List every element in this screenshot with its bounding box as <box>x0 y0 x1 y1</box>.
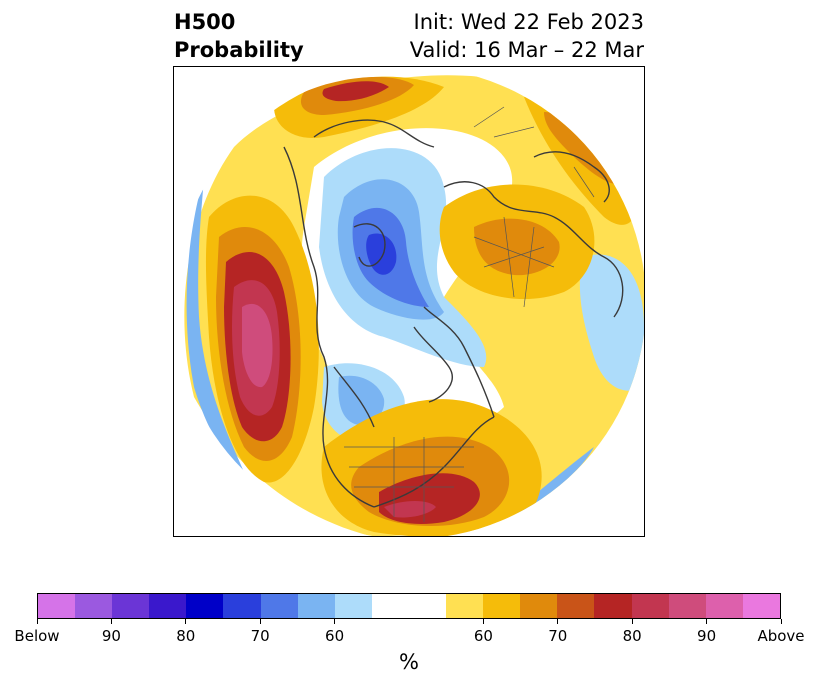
colorbar-tick-label: 70 <box>548 627 568 645</box>
above-pacific-pink <box>242 303 273 388</box>
colorbar-segment <box>483 594 521 618</box>
colorbar-segment <box>705 594 743 618</box>
colorbar-tick-mark <box>557 619 559 624</box>
title-left: H500 Probability <box>174 8 304 64</box>
colorbar-segment <box>260 594 298 618</box>
title-variable: H500 <box>174 10 236 34</box>
colorbar-segment <box>297 594 335 618</box>
colorbar-segment <box>112 594 150 618</box>
colorbar-tick-label: 60 <box>325 627 345 645</box>
colorbar-tick-mark <box>259 619 261 624</box>
valid-range: Valid: 16 Mar – 22 Mar <box>409 38 644 62</box>
colorbar-tick-label: 90 <box>101 627 121 645</box>
colorbar-tick-mark <box>631 619 633 624</box>
colorbar-segment <box>631 594 669 618</box>
colorbar-tick-label: 80 <box>622 627 642 645</box>
colorbar-tick-label: 80 <box>176 627 196 645</box>
colorbar-tick-mark <box>36 619 38 624</box>
init-date: Init: Wed 22 Feb 2023 <box>413 10 644 34</box>
colorbar-tick-mark <box>185 619 187 624</box>
colorbar-segment <box>223 594 261 618</box>
colorbar-tick-mark <box>110 619 112 624</box>
probability-field <box>184 75 644 536</box>
colorbar-tick-mark <box>706 619 708 624</box>
colorbar-segment <box>334 594 372 618</box>
colorbar-tick-label: Below <box>14 627 60 645</box>
above-top-red <box>322 81 389 102</box>
colorbar-tick-label: 90 <box>697 627 717 645</box>
colorbar-segment <box>149 594 187 618</box>
colorbar-segment <box>668 594 706 618</box>
colorbar-segment <box>38 594 76 618</box>
colorbar <box>37 593 781 619</box>
above-us-rose <box>384 501 436 518</box>
map-svg <box>184 75 644 536</box>
below-west-edge <box>186 177 244 472</box>
colorbar-label: % <box>399 650 419 674</box>
title-metric: Probability <box>174 38 304 62</box>
borders <box>344 106 595 522</box>
colorbar-tick-mark <box>334 619 336 624</box>
colorbar-segment <box>520 594 558 618</box>
colorbar-segment <box>186 594 224 618</box>
colorbar-segment <box>371 594 409 618</box>
colorbar-segment <box>446 594 484 618</box>
colorbar-segment <box>594 594 632 618</box>
colorbar-segment <box>75 594 113 618</box>
below-east-region <box>579 254 644 391</box>
colorbar-segment <box>557 594 595 618</box>
probability-map <box>173 66 645 537</box>
colorbar-tick-mark <box>780 619 782 624</box>
colorbar-segment <box>742 594 780 618</box>
colorbar-tick-label: 70 <box>250 627 270 645</box>
colorbar-segment <box>408 594 447 618</box>
colorbar-tick-mark <box>482 619 484 624</box>
title-right: Init: Wed 22 Feb 2023 Valid: 16 Mar – 22… <box>410 8 644 64</box>
colorbar-tick-label: 60 <box>473 627 493 645</box>
colorbar-tick-label: Above <box>757 627 805 645</box>
coastlines <box>283 119 624 508</box>
